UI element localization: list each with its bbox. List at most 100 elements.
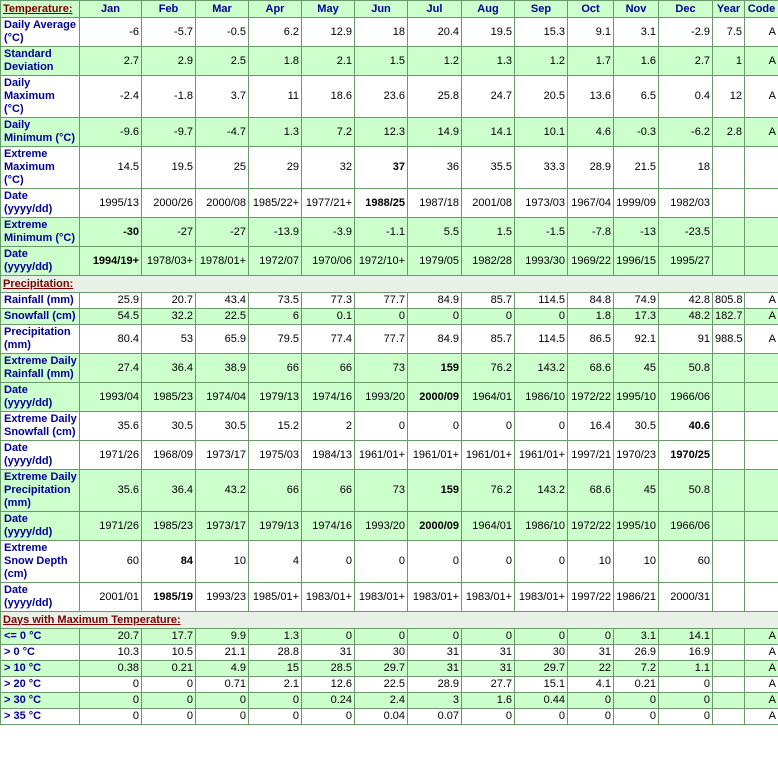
- value: -27: [230, 225, 246, 238]
- value: 0: [452, 419, 459, 432]
- value: 84.9: [437, 332, 459, 345]
- section-title-cell: Days with Maximum Temperature:: [0, 611, 778, 629]
- value: -6: [129, 25, 139, 38]
- section-title[interactable]: Temperature:: [3, 2, 73, 15]
- value-cell: 84.9: [407, 324, 462, 354]
- value: 30.5: [634, 419, 656, 432]
- value-cell: -6: [79, 17, 142, 47]
- value-cell: 0.21: [613, 676, 659, 693]
- code-cell: A: [744, 324, 778, 354]
- value: 4.9: [230, 662, 246, 674]
- value: 15.2: [277, 419, 299, 432]
- value: 9.1: [595, 25, 611, 38]
- value-cell: 1993/20: [354, 382, 408, 412]
- value: 2001/08: [472, 196, 512, 209]
- value: -7.8: [592, 225, 611, 238]
- value: 32: [339, 161, 352, 173]
- code-cell: [744, 188, 778, 218]
- value: 4.6: [595, 125, 611, 138]
- value: 0: [398, 630, 405, 642]
- value-cell: 1979/05: [407, 246, 462, 276]
- value-cell: 22.5: [354, 676, 408, 693]
- value: 0: [558, 419, 565, 432]
- year-cell: [712, 469, 745, 512]
- value-cell: 76.2: [461, 469, 515, 512]
- row-label: Date (yyyy/dd): [0, 582, 80, 612]
- value-cell: 45: [613, 469, 659, 512]
- value: 12.6: [330, 678, 352, 690]
- value: 14.1: [490, 125, 512, 138]
- value-cell: -1.1: [354, 217, 408, 247]
- value: 0: [558, 710, 565, 722]
- code-cell: A: [744, 708, 778, 725]
- value: 14.1: [688, 630, 710, 642]
- row-label: Extreme Maximum (°C): [0, 146, 80, 189]
- value-cell: 0.24: [301, 692, 355, 709]
- code-cell: [744, 582, 778, 612]
- value: 21.5: [634, 161, 656, 173]
- value-cell: 1995/27: [658, 246, 713, 276]
- value-cell: 53: [141, 324, 196, 354]
- value: -0.3: [637, 125, 656, 138]
- year-cell: 12: [712, 75, 745, 118]
- value-cell: 84.9: [407, 292, 462, 309]
- value-cell: 36.4: [141, 353, 196, 383]
- value: 0.04: [383, 710, 405, 722]
- value-cell: 4.9: [195, 660, 249, 677]
- row-label: Date (yyyy/dd): [0, 188, 80, 218]
- value-cell: 15.3: [514, 17, 568, 47]
- value: 1.3: [496, 54, 512, 67]
- value-cell: 6.5: [613, 75, 659, 118]
- value-cell: 0: [461, 540, 515, 583]
- value: 85.7: [490, 294, 512, 306]
- section-title[interactable]: Precipitation:: [3, 277, 74, 290]
- data-row: > 20 °C 0 0 0.71 2.1 12.6 22.5 28.9 27.7 15.1 4.1 0…: [0, 676, 778, 693]
- row-label: Extreme Daily Rainfall (mm): [0, 353, 80, 383]
- value-cell: 0: [658, 692, 713, 709]
- value: 2000/08: [206, 196, 246, 209]
- value-cell: 10.3: [79, 644, 142, 661]
- value: 18: [697, 161, 710, 173]
- value-cell: 29.7: [354, 660, 408, 677]
- value: 0.4: [694, 90, 710, 102]
- value: 15.1: [543, 678, 565, 690]
- value: 1985/23: [153, 519, 193, 532]
- data-row: Daily Minimum (°C) -9.6 -9.7 -4.7 1.3 7.2 12.3…: [0, 117, 778, 147]
- value: 12.3: [383, 125, 405, 138]
- data-row: Extreme Minimum (°C) -30 -27 -27 -13.9 -3.9 -1…: [0, 217, 778, 247]
- value-cell: 35.5: [461, 146, 515, 189]
- section-title[interactable]: Days with Maximum Temperature:: [3, 613, 181, 626]
- value-cell: 0: [407, 308, 462, 325]
- value: 0: [239, 710, 246, 722]
- value: 1970/06: [312, 254, 352, 267]
- value: 1993/20: [365, 519, 405, 532]
- row-label: Extreme Daily Precipitation (mm): [0, 469, 80, 512]
- value-cell: 1.2: [407, 46, 462, 76]
- value-cell: -5.7: [141, 17, 196, 47]
- value: 0: [604, 710, 611, 722]
- value-cell: 27.4: [79, 353, 142, 383]
- row-label: > 0 °C: [0, 644, 80, 661]
- data-row: Daily Average (°C) -6 -5.7 -0.5 6.2 12.9 18 20.…: [0, 17, 778, 47]
- value-cell: 1983/01+: [514, 582, 568, 612]
- value-cell: 2.5: [195, 46, 249, 76]
- value-cell: 1961/01+: [514, 440, 568, 470]
- value: 1986/10: [525, 390, 565, 403]
- value-cell: 30.5: [141, 411, 196, 441]
- value: 79.5: [277, 332, 299, 345]
- value-cell: 0: [79, 692, 142, 709]
- value-cell: 0: [79, 676, 142, 693]
- value: 1993/23: [206, 590, 246, 603]
- value: 1.2: [549, 54, 565, 67]
- value-cell: 22: [567, 660, 614, 677]
- row-label: Precipitation (mm): [0, 324, 80, 354]
- value-cell: 32.2: [141, 308, 196, 325]
- value: 31: [499, 662, 512, 674]
- value: 1983/01+: [305, 590, 352, 603]
- row-label: Date (yyyy/dd): [0, 440, 80, 470]
- value-cell: 0: [195, 692, 249, 709]
- value-cell: 1996/15: [613, 246, 659, 276]
- value: 84.8: [589, 294, 611, 306]
- value-cell: 0.07: [407, 708, 462, 725]
